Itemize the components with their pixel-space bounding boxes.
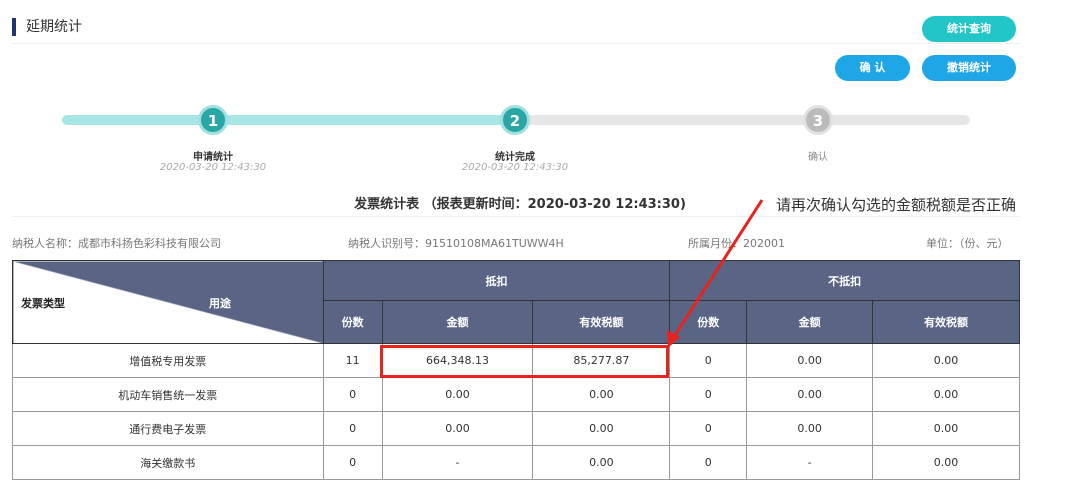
cell-value: 0.00 [746,377,874,412]
page-title: 延期统计 [12,18,82,36]
cell-value: 0 [669,411,748,446]
divider [12,43,1020,44]
progress-fill [62,115,516,125]
cell-value: 0.00 [381,411,534,446]
step-1-circle: 1 [198,105,228,135]
cell-value: 0.00 [532,377,671,412]
col-header: 有效税额 [532,300,671,344]
cell-value: - [381,445,534,480]
cell-value: 0 [322,445,383,480]
col-header: 金额 [381,300,534,344]
tax-month: 所属月份：202001 [688,237,785,250]
step-3-label: 确认 [808,152,828,163]
cell-value: - [746,445,874,480]
invoice-stat-table: 发票类型 用途 抵扣 不抵扣 份数 金额 有效税额 份数 金额 有效税额 增值税… [12,260,1020,480]
cell-value: 0 [669,343,748,378]
cell-value: 0.00 [746,343,874,378]
highlight-box [380,345,669,378]
cell-value: 0.00 [872,377,1020,412]
stat-query-button[interactable]: 统计查询 [922,16,1016,42]
cell-value: 0.00 [872,411,1020,446]
group-nodeduct: 不抵扣 [669,260,1020,301]
cell-value: 0 [322,411,383,446]
col-header: 份数 [322,300,383,344]
corner-right: 用途 [209,297,231,310]
step-2-label: 统计完成 [495,152,535,163]
cell-value: 0.00 [872,343,1020,378]
step-1-label: 申请统计 [193,152,233,163]
table-row: 增值税专用发票 11 664,348.13 85,277.87 0 0.00 0.00 [12,343,1020,378]
cell-value: 0.00 [872,445,1020,480]
divider [12,216,1020,217]
col-header: 金额 [746,300,874,344]
cancel-stat-button[interactable]: 撤销统计 [922,55,1016,81]
taxpayer-id: 纳税人识别号：91510108MA61TUWW4H [348,237,564,250]
unit-label: 单位：（份、元） [926,237,1009,250]
step-2-time: 2020-03-20 12:43:30 [461,162,569,173]
taxpayer-name: 纳税人名称：成都市科扬色彩科技有限公司 [12,237,221,250]
cell-value: 85,277.87 [532,343,671,378]
corner-left: 发票类型 [21,297,65,310]
table-row: 通行费电子发票 0 0.00 0.00 0 0.00 0.00 [12,411,1020,446]
report-title: 发票统计表 （报表更新时间：2020-03-20 12:43:30) [354,197,686,212]
col-header: 有效税额 [872,300,1020,344]
annotation-text: 请再次确认勾选的金额税额是否正确 [776,196,1017,214]
group-deduct: 抵扣 [322,260,671,301]
confirm-button[interactable]: 确 认 [835,55,910,81]
cell-value: 0.00 [746,411,874,446]
invoice-type: 通行费电子发票 [12,411,324,446]
corner-header: 发票类型 用途 [12,260,324,344]
invoice-type: 机动车销售统一发票 [12,377,324,412]
step-3-circle: 3 [803,105,833,135]
step-2-circle: 2 [500,105,530,135]
invoice-type: 增值税专用发票 [12,343,324,378]
step-1-time: 2020-03-20 12:43:30 [159,162,267,173]
